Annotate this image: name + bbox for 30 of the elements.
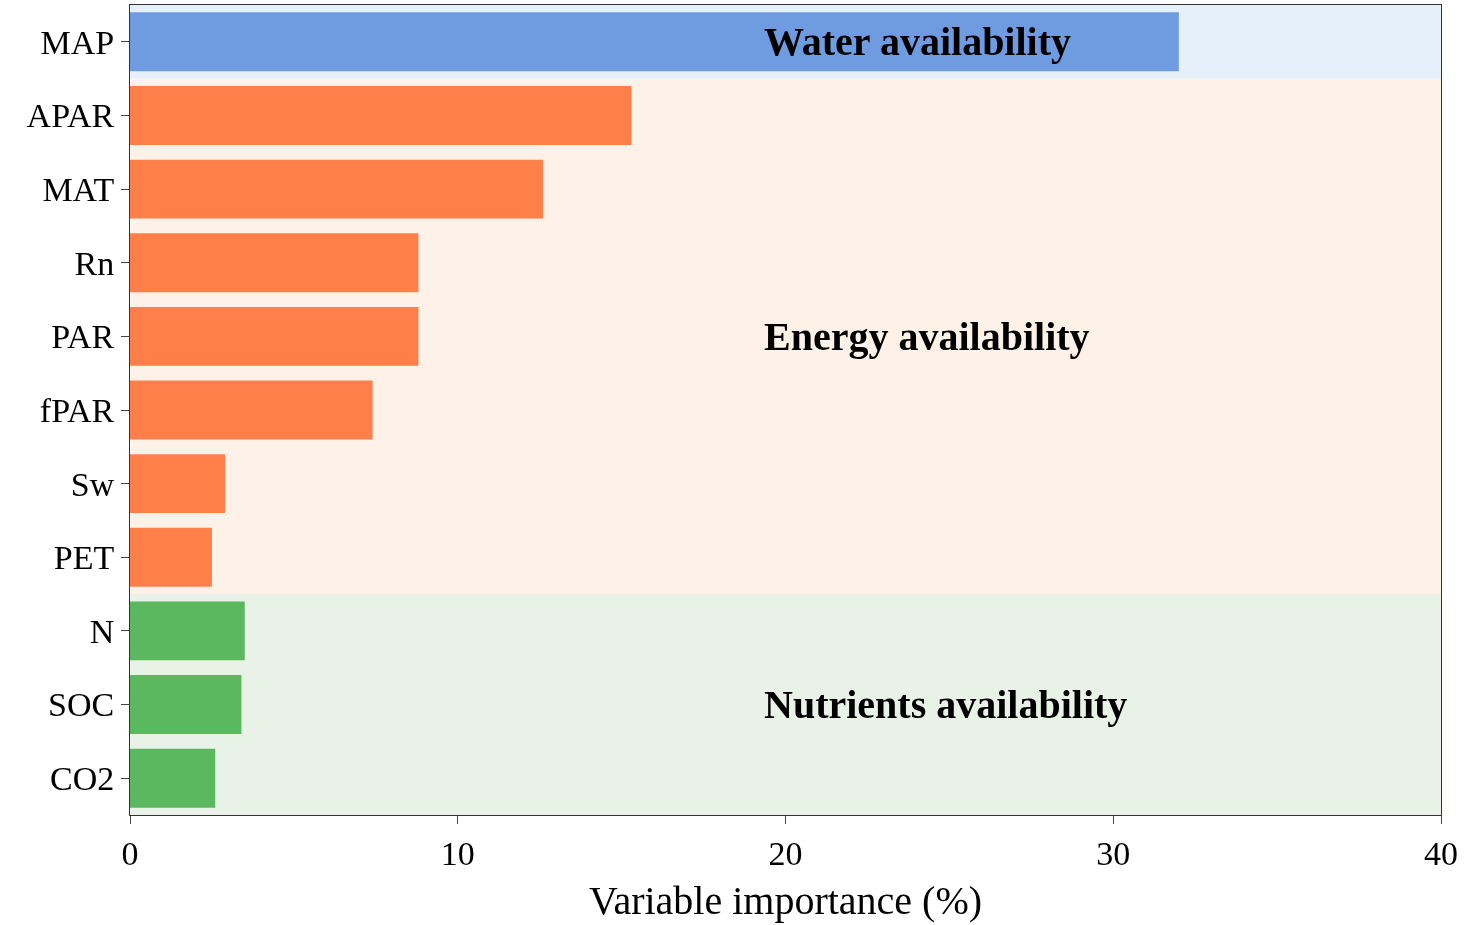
y-tick-label: CO2 [49, 760, 115, 798]
bar [130, 527, 212, 587]
y-tick-label: Sw [70, 465, 115, 503]
y-tick-label: Rn [74, 244, 115, 282]
x-tick-label: 10 [440, 834, 475, 872]
bar [130, 380, 373, 440]
y-tick-label: N [89, 612, 115, 650]
x-axis-title: Variable importance (%) [588, 878, 983, 924]
bar [130, 748, 216, 808]
bar [130, 306, 419, 366]
y-tick-label: PAR [51, 318, 115, 356]
y-tick-label: MAP [40, 23, 115, 61]
y-tick-label: PET [53, 539, 115, 577]
y-tick-label: fPAR [39, 391, 115, 429]
y-tick-label: MAT [42, 170, 115, 208]
bar [130, 601, 245, 661]
bar [130, 233, 419, 293]
bar [130, 454, 226, 514]
y-tick-label: APAR [26, 97, 115, 135]
band-label: Energy availability [764, 314, 1090, 359]
y-tick-label: SOC [48, 686, 115, 724]
bar [130, 159, 543, 219]
x-tick-label: 40 [1424, 834, 1458, 872]
x-tick-label: 0 [121, 834, 139, 872]
band-label: Nutrients availability [764, 682, 1128, 727]
bar [130, 675, 242, 734]
bar [130, 86, 632, 145]
band-label: Water availability [764, 19, 1072, 64]
x-tick-label: 30 [1096, 834, 1131, 872]
x-tick-label: 20 [768, 834, 803, 872]
